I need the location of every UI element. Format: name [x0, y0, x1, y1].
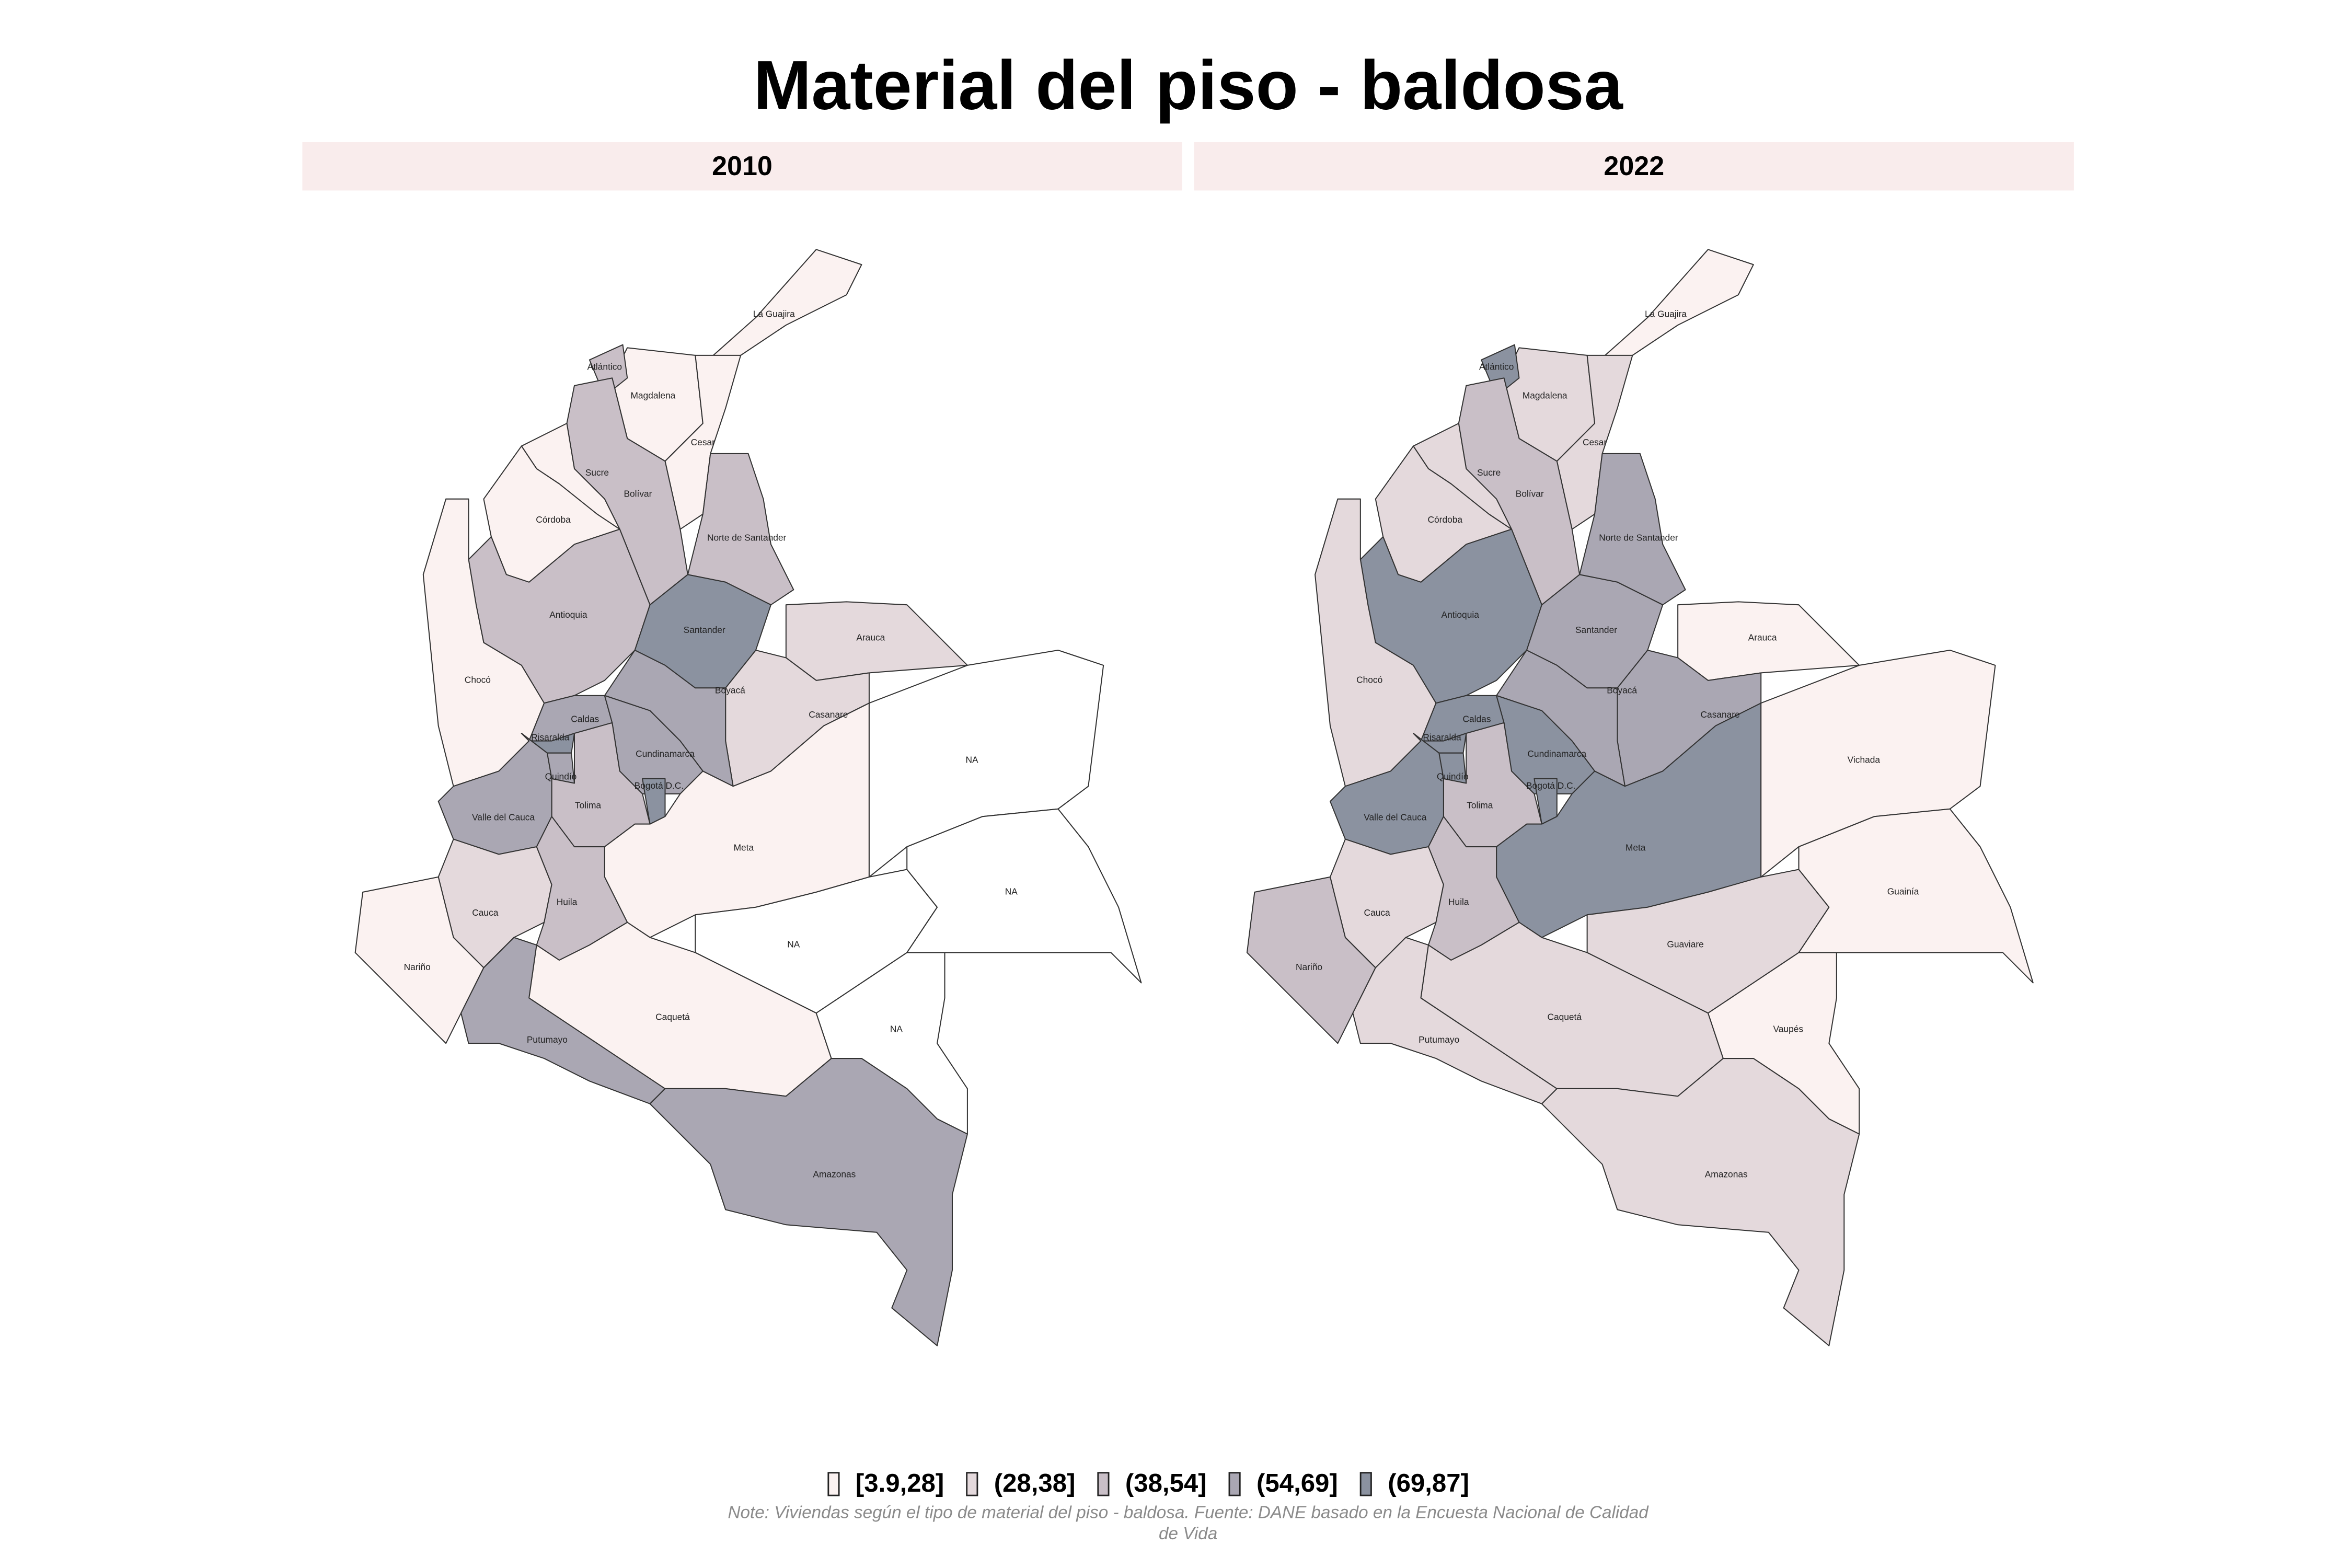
department: [437, 733, 552, 855]
department: [1329, 733, 1444, 855]
department-label: Chocó: [1356, 674, 1382, 685]
department-label: Huila: [557, 897, 578, 907]
facet-strip: [1194, 142, 2074, 191]
department: [906, 808, 1142, 984]
department-label: Putumayo: [527, 1034, 568, 1045]
department: [1798, 808, 2034, 984]
department-label: Atlántico: [1479, 362, 1514, 372]
department-label: Cundinamarca: [1527, 748, 1586, 759]
department: [687, 453, 794, 606]
department-label: NA: [966, 755, 979, 765]
department-label: Vaupés: [1773, 1024, 1804, 1034]
legend-key: [1097, 1472, 1110, 1496]
title: Material del piso - baldosa: [754, 47, 1623, 124]
department-label: Sucre: [1477, 467, 1501, 478]
department-label: Tolima: [575, 800, 601, 811]
department-label: Nariño: [404, 962, 431, 972]
department-label: Boyacá: [1607, 685, 1637, 696]
legend-key: [966, 1472, 978, 1496]
department-label: Meta: [1625, 843, 1646, 853]
department-label: Cauca: [472, 907, 498, 918]
department: [1579, 453, 1686, 606]
department: [1315, 498, 1437, 787]
department-label: Antioquia: [1442, 609, 1480, 620]
department-label: Caquetá: [1547, 1012, 1582, 1022]
legend-label: (38,54]: [1125, 1469, 1207, 1497]
department-label: Bogotá D.C.: [1526, 780, 1575, 791]
department-label: Cesar: [691, 437, 715, 447]
department-label: Norte de Santander: [707, 532, 787, 543]
department-label: Chocó: [465, 674, 491, 685]
department-label: Caldas: [1463, 714, 1491, 724]
panel-map: La Guajira Magdalena Atlántico Cesar Bolívar…: [1246, 249, 2034, 1346]
department-label: Guaviare: [1667, 939, 1703, 950]
facet-strip: [302, 142, 1182, 191]
department-label: Bolívar: [1516, 489, 1544, 499]
legend-key: [1228, 1472, 1241, 1496]
department: [649, 1058, 968, 1346]
department-label: Santander: [1575, 625, 1617, 635]
department-label: Boyacá: [715, 685, 745, 696]
department-label: Tolima: [1467, 800, 1493, 811]
legend-label: (28,38]: [994, 1469, 1076, 1497]
department-label: Cauca: [1364, 907, 1390, 918]
department-label: Sucre: [585, 467, 609, 478]
department-label: Magdalena: [1523, 390, 1567, 401]
department-label: Bogotá D.C.: [635, 780, 684, 791]
department-label: Caquetá: [655, 1012, 690, 1022]
department-label: Caldas: [571, 714, 599, 724]
department-label: Valle del Cauca: [1364, 812, 1427, 823]
department-label: NA: [787, 939, 800, 950]
department-label: Antioquia: [549, 609, 587, 620]
department-label: Córdoba: [536, 514, 571, 525]
facet-label: 2010: [712, 151, 773, 181]
department-label: Arauca: [1748, 632, 1777, 642]
department-label: Córdoba: [1428, 514, 1463, 525]
department: [1541, 1058, 1860, 1346]
department-label: Quindío: [1437, 771, 1469, 782]
department-label: Nariño: [1296, 962, 1322, 972]
legend-key: [1359, 1472, 1372, 1496]
department-label: Cesar: [1583, 437, 1607, 447]
department-label: Amazonas: [813, 1169, 856, 1179]
department-label: Quindío: [545, 771, 577, 782]
department-label: Cundinamarca: [636, 748, 695, 759]
department-label: Norte de Santander: [1599, 532, 1678, 543]
department-label: Risaralda: [531, 732, 570, 742]
department-label: Magdalena: [630, 390, 675, 401]
department-label: La Guajira: [1645, 308, 1687, 319]
panel-map: La Guajira Magdalena Atlántico Cesar Bolívar…: [354, 249, 1142, 1346]
legend-label: [3.9,28]: [856, 1469, 944, 1497]
legend-label: (54,69]: [1256, 1469, 1338, 1497]
department: [422, 498, 545, 787]
note-box: Note: Viviendas según el tipo de materia…: [728, 1504, 1648, 1544]
department-label: Arauca: [856, 632, 885, 642]
department-label: Valle del Cauca: [472, 812, 535, 823]
facet-label: 2022: [1604, 151, 1664, 181]
department: [868, 649, 1104, 878]
department-label: Meta: [734, 843, 754, 853]
department-label: Atlántico: [587, 362, 622, 372]
department-label: La Guajira: [753, 308, 795, 319]
department-label: NA: [1005, 886, 1018, 896]
department-label: NA: [890, 1024, 903, 1034]
department-label: Putumayo: [1419, 1034, 1459, 1045]
department: [1760, 649, 1996, 878]
department-label: Bolívar: [624, 489, 652, 499]
legend-label: (69,87]: [1388, 1469, 1469, 1497]
department-label: Casanare: [1701, 709, 1740, 720]
department-label: Vichada: [1848, 755, 1881, 765]
department-label: Risaralda: [1423, 732, 1461, 742]
department-label: Huila: [1448, 897, 1469, 907]
note: Note: Viviendas según el tipo de materia…: [728, 1504, 1648, 1544]
department-label: Amazonas: [1705, 1169, 1748, 1179]
legend-key: [827, 1472, 840, 1496]
department-label: Guainía: [1887, 886, 1919, 896]
department-label: Santander: [684, 625, 725, 635]
department-label: Casanare: [809, 709, 848, 720]
